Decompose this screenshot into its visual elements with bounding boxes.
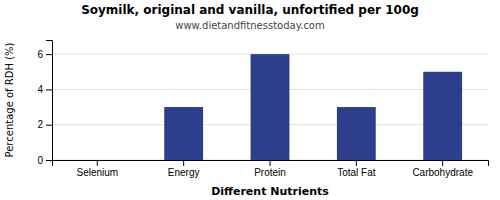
- tick-mark: [46, 54, 52, 55]
- tick-mark: [46, 125, 52, 126]
- tick: Selenium: [76, 160, 118, 178]
- axis-line: [46, 41, 53, 161]
- tick: Energy: [168, 160, 200, 178]
- tick: 2: [37, 119, 52, 130]
- plot: Selenium Energy Protein Total Fat Carbohydra…: [37, 41, 488, 179]
- tick-mark: [356, 160, 357, 166]
- tick: 4: [37, 84, 52, 95]
- tick-label: 6: [37, 49, 43, 60]
- tick-mark: [442, 160, 443, 166]
- grid: [52, 54, 488, 160]
- x-axis-title: Different Nutrients: [211, 185, 329, 198]
- axis-line: [53, 161, 489, 167]
- y-axis: 0 2 4 6: [37, 41, 52, 166]
- tick-label: 4: [37, 84, 43, 95]
- tick-label: 0: [37, 155, 43, 166]
- x-axis: Selenium Energy Protein Total Fat Carbohydra…: [53, 160, 489, 178]
- tick-label: Selenium: [76, 167, 118, 178]
- tick: Total Fat: [337, 160, 376, 178]
- tick-mark: [46, 160, 52, 161]
- bar: [423, 72, 462, 160]
- title: Soymilk, original and vanilla, unfortifi…: [81, 3, 419, 17]
- tick-label: Carbohydrate: [412, 167, 473, 178]
- tick: Protein: [254, 160, 286, 178]
- tick-label: Total Fat: [337, 167, 376, 178]
- tick: Carbohydrate: [412, 160, 473, 178]
- tick-label: 2: [37, 119, 43, 130]
- bars: [164, 54, 462, 160]
- tick-label: Protein: [254, 167, 286, 178]
- tick-mark: [97, 160, 98, 166]
- tick: 6: [37, 49, 52, 60]
- bar: [251, 54, 290, 160]
- chart: Soymilk, original and vanilla, unfortifi…: [0, 0, 500, 200]
- bar: [78, 160, 117, 161]
- subtitle: www.dietandfitnesstoday.com: [175, 20, 324, 31]
- tick-mark: [46, 89, 52, 90]
- tick-mark: [183, 160, 184, 166]
- tick: 0: [37, 155, 52, 166]
- bar: [337, 107, 376, 160]
- y-axis-title: Percentage of RDH (%): [4, 42, 15, 157]
- tick-mark: [270, 160, 271, 166]
- bar: [164, 107, 203, 160]
- tick-label: Energy: [168, 167, 200, 178]
